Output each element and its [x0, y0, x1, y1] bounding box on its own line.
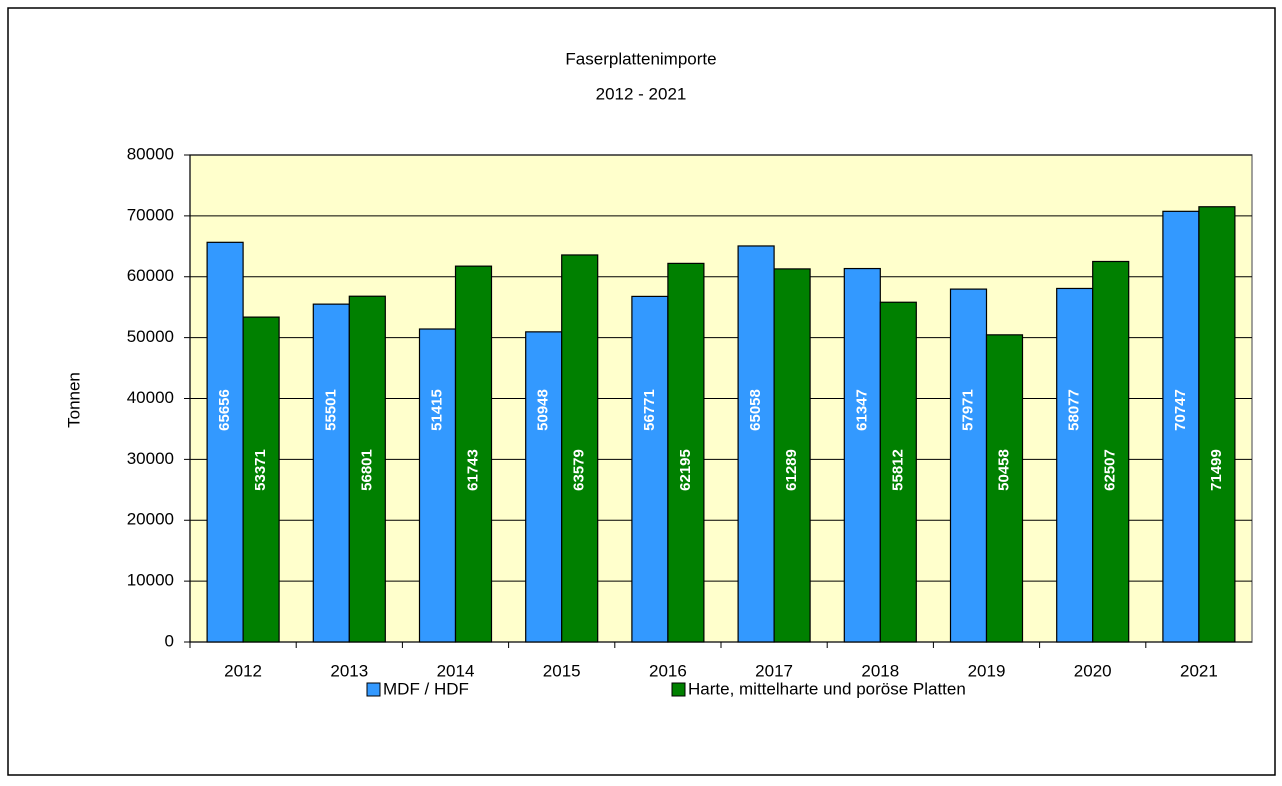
value-label: 65656: [216, 389, 233, 431]
value-label: 65058: [747, 389, 764, 431]
legend-label: Harte, mittelharte und poröse Platten: [688, 679, 966, 698]
bar: [242, 316, 280, 643]
legend-swatch: [671, 682, 686, 697]
y-axis-label: Tonnen: [64, 372, 83, 428]
bar: [206, 241, 244, 643]
legend-swatch: [366, 682, 381, 697]
y-tick-label: 50000: [127, 327, 174, 346]
bar: [1198, 206, 1236, 643]
value-label: 57971: [959, 389, 976, 431]
x-tick-label: 2021: [1180, 661, 1218, 680]
value-label: 55501: [322, 389, 339, 431]
y-tick-label: 0: [165, 631, 174, 650]
x-tick-label: 2016: [649, 661, 687, 680]
bar: [985, 334, 1024, 643]
bar: [879, 301, 917, 643]
bar: [843, 267, 881, 643]
x-tick-label: 2019: [968, 661, 1006, 680]
x-tick-label: 2020: [1074, 661, 1112, 680]
x-tick-label: 2018: [861, 661, 899, 680]
value-label: 58077: [1066, 389, 1083, 431]
value-label: 56771: [641, 389, 658, 431]
x-tick-label: 2012: [224, 661, 262, 680]
bar: [312, 303, 350, 643]
value-label: 62507: [1102, 449, 1119, 491]
value-label: 63579: [571, 449, 588, 491]
x-tick-label: 2014: [437, 661, 475, 680]
bar: [561, 254, 599, 643]
x-tick-label: 2013: [330, 661, 368, 680]
bar: [949, 288, 988, 643]
chart-title: Faserplattenimporte: [565, 49, 716, 68]
legend-label: MDF / HDF: [383, 679, 469, 698]
value-label: 71499: [1208, 449, 1225, 491]
value-label: 61743: [464, 449, 481, 491]
x-tick-label: 2015: [543, 661, 581, 680]
value-label: 50458: [995, 449, 1012, 491]
bar: [667, 262, 705, 643]
y-tick-label: 10000: [127, 571, 174, 590]
x-tick-label: 2017: [755, 661, 793, 680]
value-label: 61347: [853, 389, 870, 431]
bar: [418, 328, 457, 643]
bar: [773, 268, 811, 643]
bar: [737, 245, 775, 643]
bar: [631, 295, 669, 643]
bar: [1056, 287, 1094, 643]
y-tick-label: 30000: [127, 449, 174, 468]
value-label: 61289: [783, 449, 800, 491]
value-label: 62195: [677, 449, 694, 491]
value-label: 70747: [1172, 389, 1189, 431]
value-label: 50948: [535, 389, 552, 431]
value-label: 53371: [252, 449, 269, 491]
chart-subtitle: 2012 - 2021: [596, 84, 687, 103]
value-label: 51415: [428, 389, 445, 431]
y-tick-label: 70000: [127, 205, 174, 224]
y-tick-label: 60000: [127, 266, 174, 285]
value-label: 56801: [358, 449, 375, 491]
bar: [525, 331, 563, 643]
bar: [1092, 260, 1130, 643]
value-label: 55812: [889, 449, 906, 491]
bar: [348, 295, 386, 643]
y-tick-label: 20000: [127, 510, 174, 529]
y-tick-label: 80000: [127, 144, 174, 163]
bar: [454, 265, 493, 643]
y-tick-label: 40000: [127, 388, 174, 407]
